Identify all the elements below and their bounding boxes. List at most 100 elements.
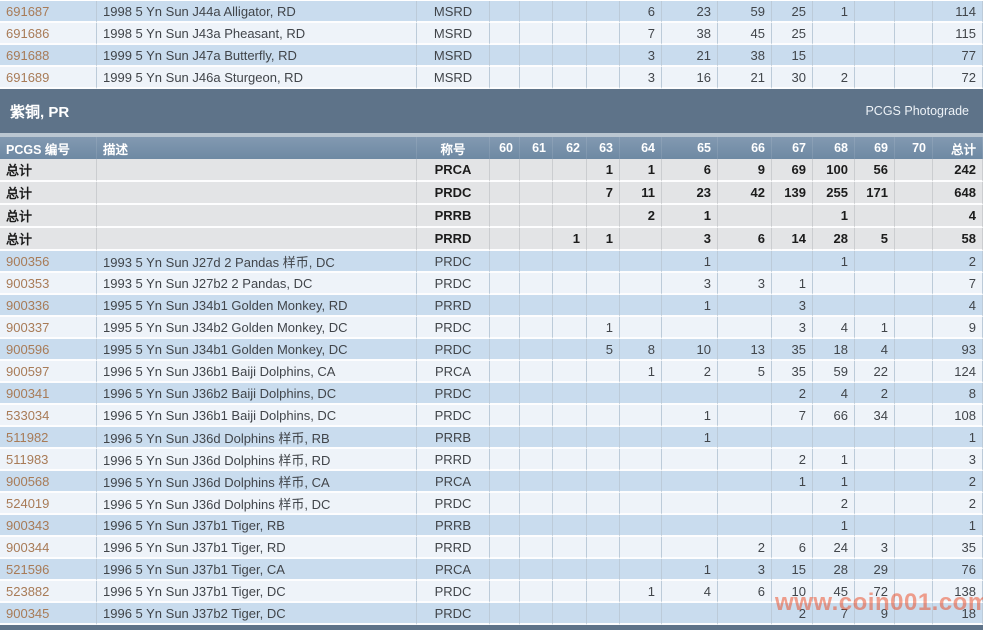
pop-60-cell (490, 45, 520, 67)
pop-60-cell (490, 159, 520, 182)
pop-62-cell (553, 427, 587, 449)
pcgs-number-link[interactable]: 511982 (0, 427, 97, 449)
pop-61-cell (520, 23, 553, 45)
pop-65-cell (662, 515, 718, 537)
pop-64-cell (620, 515, 662, 537)
pcgs-number-link[interactable]: 511983 (0, 449, 97, 471)
pop-63-cell (587, 45, 620, 67)
pop-60-cell (490, 603, 520, 625)
designation-cell: PRDC (417, 251, 490, 273)
pop-68-cell: 100 (813, 159, 855, 182)
total-cell: 4 (933, 205, 983, 228)
pcgs-number-link[interactable]: 900353 (0, 273, 97, 295)
description-cell: 1993 5 Yn Sun J27b2 2 Pandas, DC (97, 273, 417, 295)
pcgs-number-link[interactable]: 900356 (0, 251, 97, 273)
pop-60-cell (490, 383, 520, 405)
pop-62-cell (553, 67, 587, 89)
total-cell: 2 (933, 251, 983, 273)
column-header-65: 65 (662, 137, 718, 159)
pcgs-number-link[interactable]: 533034 (0, 405, 97, 427)
pcgs-number-link[interactable]: 691686 (0, 23, 97, 45)
pop-67-cell: 3 (772, 295, 813, 317)
pcgs-number-link[interactable]: 521596 (0, 559, 97, 581)
designation-cell: PRRD (417, 449, 490, 471)
designation-cell: PRRD (417, 295, 490, 317)
pop-68-cell: 45 (813, 581, 855, 603)
pop-70-cell (895, 427, 933, 449)
pcgs-number-link[interactable]: 900336 (0, 295, 97, 317)
description-cell: 1996 5 Yn Sun J36d Dolphins 样币, RB (97, 427, 417, 449)
description-cell: 1996 5 Yn Sun J36d Dolphins 样币, CA (97, 471, 417, 493)
pop-66-cell: 6 (718, 581, 772, 603)
pop-60-cell (490, 581, 520, 603)
pcgs-number-link[interactable]: 524019 (0, 493, 97, 515)
pop-66-cell (718, 515, 772, 537)
pop-64-cell: 6 (620, 1, 662, 23)
pcgs-number-link[interactable]: 900345 (0, 603, 97, 625)
section-title: 紫铜, PR (10, 103, 70, 121)
pop-68-cell: 4 (813, 317, 855, 339)
pcgs-number-link[interactable]: 900337 (0, 317, 97, 339)
pop-69-cell: 72 (855, 581, 895, 603)
pop-62-cell (553, 182, 587, 205)
pcgs-photograde-link[interactable]: PCGS Photograde (865, 104, 969, 118)
pop-67-cell: 35 (772, 361, 813, 383)
pop-69-cell: 1 (855, 317, 895, 339)
pop-62-cell (553, 537, 587, 559)
column-header-60: 60 (490, 137, 520, 159)
pop-69-cell: 29 (855, 559, 895, 581)
pop-63-cell (587, 537, 620, 559)
pop-60-cell (490, 317, 520, 339)
coin-row: 900353 1993 5 Yn Sun J27b2 2 Pandas, DC PR… (0, 273, 983, 295)
pcgs-number-link[interactable]: 900343 (0, 515, 97, 537)
total-cell: 72 (933, 67, 983, 89)
pop-70-cell (895, 23, 933, 45)
pcgs-number-link[interactable]: 691689 (0, 67, 97, 89)
total-cell: 8 (933, 383, 983, 405)
pcgs-number-link[interactable]: 900341 (0, 383, 97, 405)
pcgs-number-link[interactable]: 900596 (0, 339, 97, 361)
coin-row: 900356 1993 5 Yn Sun J27d 2 Pandas 样币, DC… (0, 251, 983, 273)
pop-63-cell (587, 559, 620, 581)
pcgs-number-link[interactable]: 900597 (0, 361, 97, 383)
designation-cell: PRRD (417, 537, 490, 559)
designation-cell: MSRD (417, 45, 490, 67)
pop-60-cell (490, 361, 520, 383)
pop-67-cell: 7 (772, 405, 813, 427)
pop-62-cell (553, 159, 587, 182)
pop-67-cell: 2 (772, 449, 813, 471)
column-header-description: 描述 (97, 137, 417, 159)
pop-61-cell (520, 1, 553, 23)
pop-66-cell: 45 (718, 23, 772, 45)
pcgs-number-link[interactable]: 523882 (0, 581, 97, 603)
pop-68-cell: 66 (813, 405, 855, 427)
pop-66-cell: 13 (718, 339, 772, 361)
pop-70-cell (895, 515, 933, 537)
pop-60-cell (490, 251, 520, 273)
pop-64-cell: 3 (620, 67, 662, 89)
pop-66-cell (718, 471, 772, 493)
pop-60-cell (490, 228, 520, 251)
coin-row: 691686 1998 5 Yn Sun J43a Pheasant, RD MSR… (0, 23, 983, 45)
coin-row: 691687 1998 5 Yn Sun J44a Alligator, RD MS… (0, 1, 983, 23)
pcgs-number-link[interactable]: 691687 (0, 1, 97, 23)
pop-65-cell: 4 (662, 581, 718, 603)
pop-69-cell: 4 (855, 339, 895, 361)
total-cell: 114 (933, 1, 983, 23)
designation-cell: MSRD (417, 23, 490, 45)
coin-row: 900568 1996 5 Yn Sun J36d Dolphins 样币, CA… (0, 471, 983, 493)
pop-64-cell (620, 405, 662, 427)
pcgs-number-link[interactable]: 900344 (0, 537, 97, 559)
pcgs-number-link[interactable]: 900568 (0, 471, 97, 493)
pop-69-cell: 34 (855, 405, 895, 427)
pcgs-number-link[interactable]: 691688 (0, 45, 97, 67)
pop-64-cell: 7 (620, 23, 662, 45)
designation-cell: PRDC (417, 383, 490, 405)
pop-68-cell: 1 (813, 1, 855, 23)
total-cell: 1 (933, 515, 983, 537)
pop-68-cell: 59 (813, 361, 855, 383)
description-cell (97, 159, 417, 182)
pop-64-cell: 1 (620, 361, 662, 383)
description-cell: 1996 5 Yn Sun J36d Dolphins 样币, RD (97, 449, 417, 471)
pop-70-cell (895, 228, 933, 251)
